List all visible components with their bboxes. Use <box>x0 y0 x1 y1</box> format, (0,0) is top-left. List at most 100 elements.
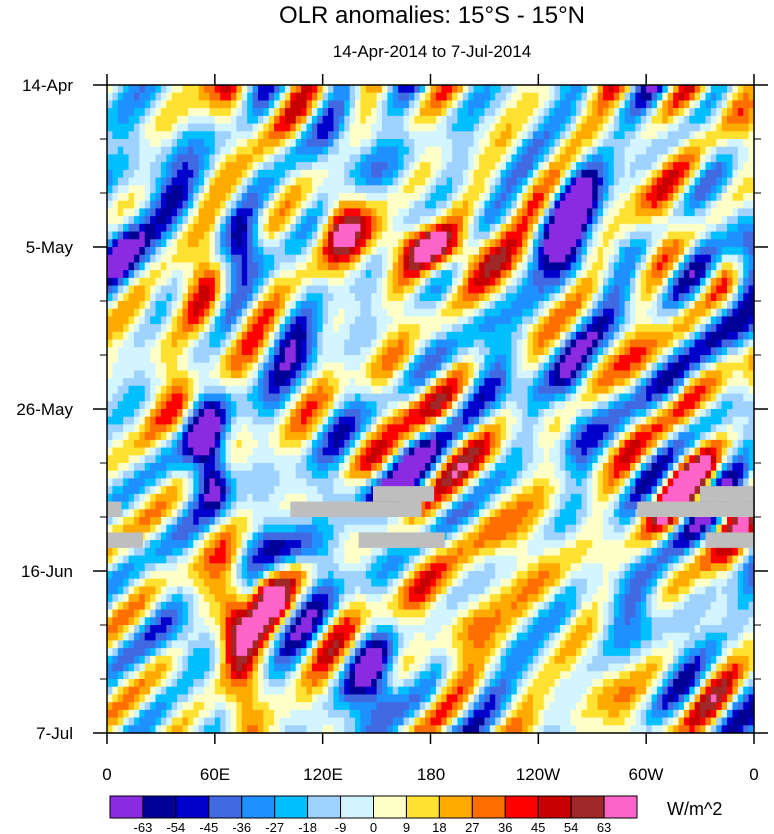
heatmap-cell <box>635 200 642 210</box>
heatmap-cell <box>479 262 486 271</box>
heatmap-cell <box>403 362 410 372</box>
heatmap-cell <box>284 385 291 395</box>
heatmap-cell <box>710 277 717 287</box>
heatmap-cell <box>398 208 405 217</box>
heatmap-cell <box>387 177 394 186</box>
heatmap-cell <box>220 362 227 372</box>
heatmap-cell <box>678 146 685 156</box>
heatmap-cell <box>263 108 270 117</box>
heatmap-cell <box>301 331 308 341</box>
heatmap-cell <box>349 362 356 372</box>
heatmap-cell <box>710 239 717 248</box>
heatmap-cell <box>586 324 593 333</box>
heatmap-cell <box>419 154 426 163</box>
heatmap-cell <box>155 223 162 233</box>
heatmap-cell <box>268 293 275 302</box>
heatmap-cell <box>570 308 577 318</box>
heatmap-cell <box>193 131 200 140</box>
heatmap-cell <box>646 139 653 148</box>
heatmap-cell <box>500 393 507 402</box>
heatmap-cell <box>144 293 151 302</box>
heatmap-cell <box>317 331 324 341</box>
heatmap-cell <box>252 401 259 410</box>
heatmap-cell <box>441 208 448 217</box>
heatmap-cell <box>667 324 674 333</box>
heatmap-cell <box>128 270 135 279</box>
heatmap-cell <box>284 247 291 256</box>
heatmap-cell <box>581 193 588 202</box>
heatmap-cell <box>737 270 744 279</box>
heatmap-cell <box>694 100 701 109</box>
heatmap-cell <box>613 370 620 379</box>
heatmap-cell <box>462 92 469 102</box>
heatmap-cell <box>392 123 399 132</box>
heatmap-cell <box>505 169 512 179</box>
heatmap-cell <box>468 262 475 271</box>
heatmap-cell <box>489 185 496 194</box>
heatmap-cell <box>619 154 626 163</box>
heatmap-cell <box>700 301 707 310</box>
heatmap-cell <box>500 146 507 156</box>
heatmap-cell <box>748 370 755 379</box>
heatmap-cell <box>355 362 362 372</box>
heatmap-cell <box>435 277 442 287</box>
heatmap-cell <box>419 139 426 148</box>
heatmap-cell <box>301 216 308 225</box>
heatmap-cell <box>160 85 167 94</box>
heatmap-cell <box>338 277 345 287</box>
heatmap-cell <box>619 247 626 256</box>
heatmap-cell <box>570 100 577 109</box>
heatmap-cell <box>338 154 345 163</box>
heatmap-cell <box>166 362 173 372</box>
heatmap-cell <box>279 131 286 140</box>
heatmap-cell <box>166 100 173 109</box>
heatmap-cell <box>732 139 739 148</box>
heatmap-cell <box>532 331 539 341</box>
heatmap-cell <box>333 100 340 109</box>
heatmap-cell <box>360 347 367 356</box>
heatmap-cell <box>236 115 243 125</box>
heatmap-cell <box>171 355 178 364</box>
heatmap-cell <box>468 370 475 379</box>
heatmap-cell <box>231 85 237 94</box>
heatmap-cell <box>576 177 583 186</box>
heatmap-cell <box>538 316 545 325</box>
heatmap-cell <box>301 285 308 294</box>
heatmap-cell <box>505 316 512 325</box>
heatmap-cell <box>193 146 200 156</box>
heatmap-cell <box>295 362 302 372</box>
heatmap-cell <box>225 223 232 233</box>
heatmap-cell <box>527 146 534 156</box>
heatmap-cell <box>328 385 335 395</box>
heatmap-cell <box>311 108 318 117</box>
heatmap-cell <box>716 131 723 140</box>
heatmap-cell <box>511 254 518 264</box>
heatmap-cell <box>117 254 124 264</box>
heatmap-cell <box>128 331 135 341</box>
heatmap-cell <box>457 92 464 102</box>
heatmap-cell <box>204 162 211 171</box>
heatmap-cell <box>489 316 496 325</box>
heatmap-cell <box>225 123 232 132</box>
heatmap-cell <box>220 200 227 210</box>
heatmap-cell <box>473 393 480 402</box>
heatmap-cell <box>376 231 383 240</box>
heatmap-cell <box>231 223 237 233</box>
heatmap-cell <box>274 339 281 348</box>
heatmap-cell <box>133 146 140 156</box>
heatmap-cell <box>554 177 561 186</box>
heatmap-cell <box>349 185 356 194</box>
heatmap-cell <box>559 324 566 333</box>
heatmap-cell <box>371 216 378 225</box>
heatmap-cell <box>107 331 113 341</box>
heatmap-cell <box>301 393 308 402</box>
heatmap-cell <box>371 169 378 179</box>
heatmap-cell <box>322 324 329 333</box>
heatmap-cell <box>592 339 599 348</box>
heatmap-cell <box>360 370 367 379</box>
heatmap-cell <box>333 355 340 364</box>
heatmap-cell <box>214 355 221 364</box>
heatmap-cell <box>516 254 523 264</box>
heatmap-cell <box>694 146 701 156</box>
heatmap-cell <box>279 301 286 310</box>
